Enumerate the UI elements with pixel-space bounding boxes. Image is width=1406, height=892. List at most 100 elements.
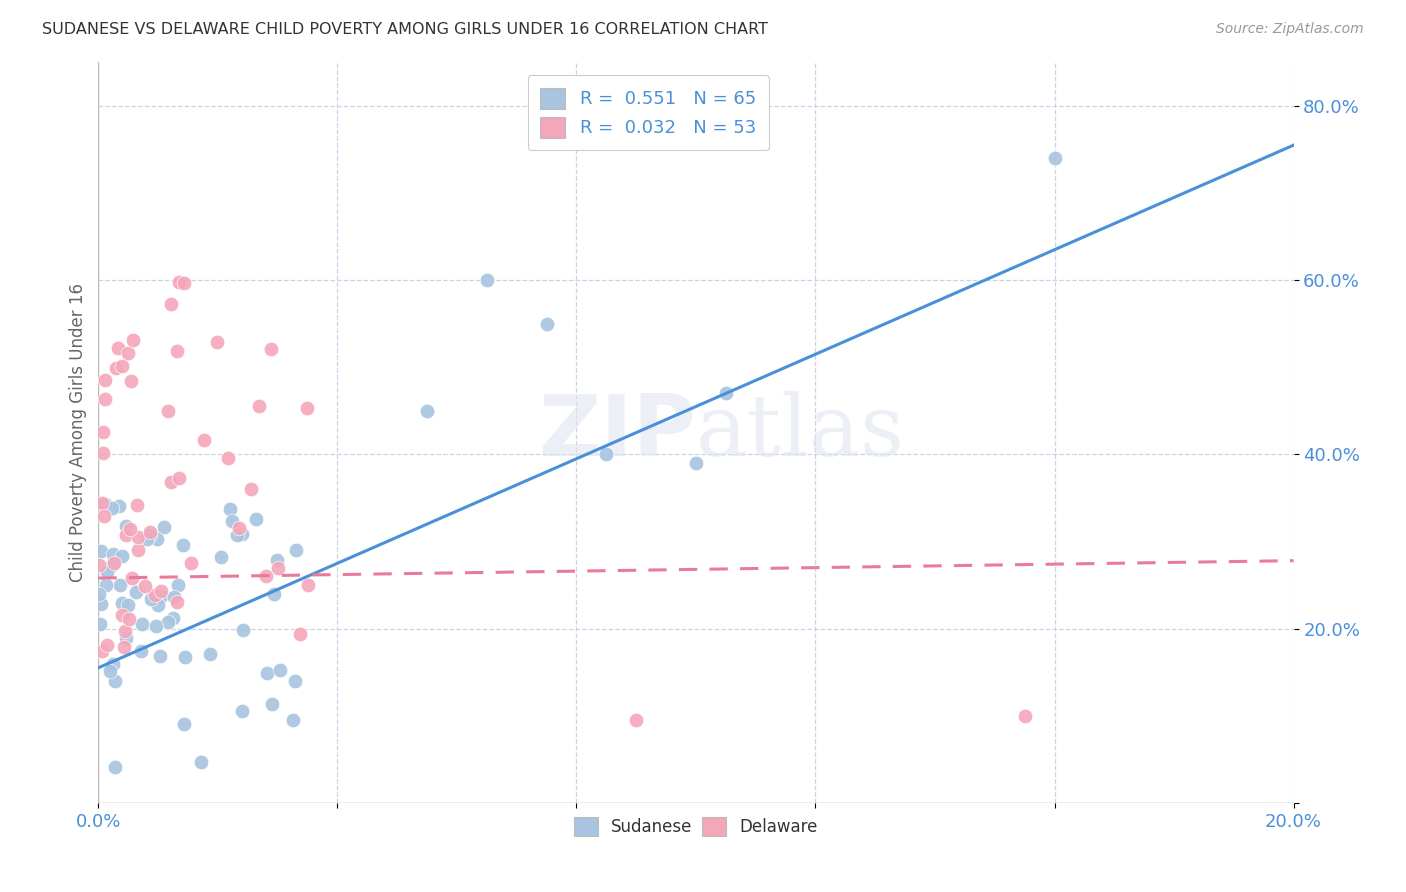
Point (260, 343, 283, 357)
Point (114, 528, 136, 542)
Point (94, 497, 117, 511)
Point (157, 615, 180, 629)
Point (111, 549, 134, 563)
Point (219, 502, 242, 516)
Point (232, 624, 254, 638)
Point (174, 649, 197, 664)
Point (160, 475, 183, 490)
Point (295, 401, 318, 416)
Point (226, 528, 249, 542)
Point (91, 644, 114, 658)
Point (91, 496, 114, 510)
Point (127, 542, 149, 557)
Point (107, 341, 129, 355)
Point (1014, 708, 1036, 723)
Point (209, 550, 232, 565)
Point (245, 511, 267, 525)
Point (256, 666, 278, 681)
Point (90, 544, 112, 558)
Point (281, 713, 304, 727)
Point (714, 386, 737, 401)
Point (96, 638, 118, 652)
Point (134, 579, 156, 593)
Point (108, 578, 131, 592)
Point (107, 499, 129, 513)
Point (162, 611, 184, 625)
Point (239, 482, 262, 496)
Point (595, 447, 617, 461)
Point (685, 456, 707, 470)
Point (159, 297, 181, 311)
Point (139, 528, 162, 542)
Point (217, 450, 239, 465)
Point (111, 359, 134, 373)
Text: SUDANESE VS DELAWARE CHILD POVERTY AMONG GIRLS UNDER 16 CORRELATION CHART: SUDANESE VS DELAWARE CHILD POVERTY AMONG… (42, 22, 768, 37)
Point (98, 664, 121, 678)
Point (297, 578, 319, 592)
Point (416, 404, 439, 418)
Text: atlas: atlas (696, 391, 905, 475)
Point (96, 578, 118, 592)
Point (145, 619, 167, 633)
Point (173, 717, 195, 731)
Point (231, 704, 253, 718)
Point (89, 617, 111, 632)
Point (101, 501, 124, 516)
Point (180, 556, 202, 570)
Point (1043, 151, 1066, 165)
Point (125, 585, 148, 599)
Point (166, 595, 188, 609)
Point (262, 698, 284, 712)
Point (112, 640, 135, 654)
Point (167, 578, 190, 592)
Point (94, 392, 117, 407)
Point (150, 589, 173, 603)
Point (115, 518, 138, 533)
Point (89, 558, 111, 572)
Point (228, 521, 250, 535)
Point (94, 373, 117, 387)
Point (118, 612, 141, 626)
Point (93, 425, 115, 439)
Point (163, 590, 186, 604)
Point (93, 446, 115, 460)
Point (93, 509, 115, 524)
Point (148, 648, 170, 663)
Point (114, 624, 136, 639)
Point (96, 566, 118, 580)
Point (285, 542, 308, 557)
Point (221, 514, 243, 528)
Y-axis label: Child Poverty Among Girls Under 16: Child Poverty Among Girls Under 16 (69, 283, 87, 582)
Point (166, 343, 188, 358)
Point (104, 361, 127, 376)
Point (536, 317, 558, 331)
Text: Source: ZipAtlas.com: Source: ZipAtlas.com (1216, 22, 1364, 37)
Point (167, 275, 190, 289)
Point (254, 569, 277, 583)
Point (117, 346, 139, 360)
Point (284, 674, 307, 689)
Point (193, 433, 215, 447)
Point (267, 560, 290, 574)
Point (626, 713, 648, 727)
Point (121, 571, 143, 585)
Point (121, 333, 143, 347)
Point (131, 617, 153, 632)
Point (127, 499, 149, 513)
Point (136, 532, 159, 546)
Point (111, 607, 134, 622)
Point (173, 277, 195, 291)
Point (205, 334, 228, 349)
Point (103, 547, 125, 561)
Point (290, 627, 312, 641)
Point (146, 598, 169, 612)
Point (114, 631, 136, 645)
Point (231, 527, 253, 541)
Point (90, 597, 112, 611)
Point (153, 520, 176, 534)
Point (139, 525, 162, 540)
Point (266, 553, 288, 567)
Point (120, 523, 142, 537)
Point (120, 374, 142, 388)
Point (167, 470, 190, 484)
